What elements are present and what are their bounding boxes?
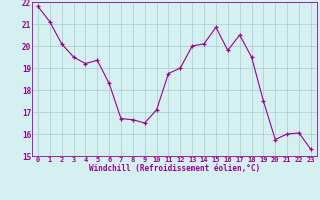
X-axis label: Windchill (Refroidissement éolien,°C): Windchill (Refroidissement éolien,°C) [89,164,260,173]
